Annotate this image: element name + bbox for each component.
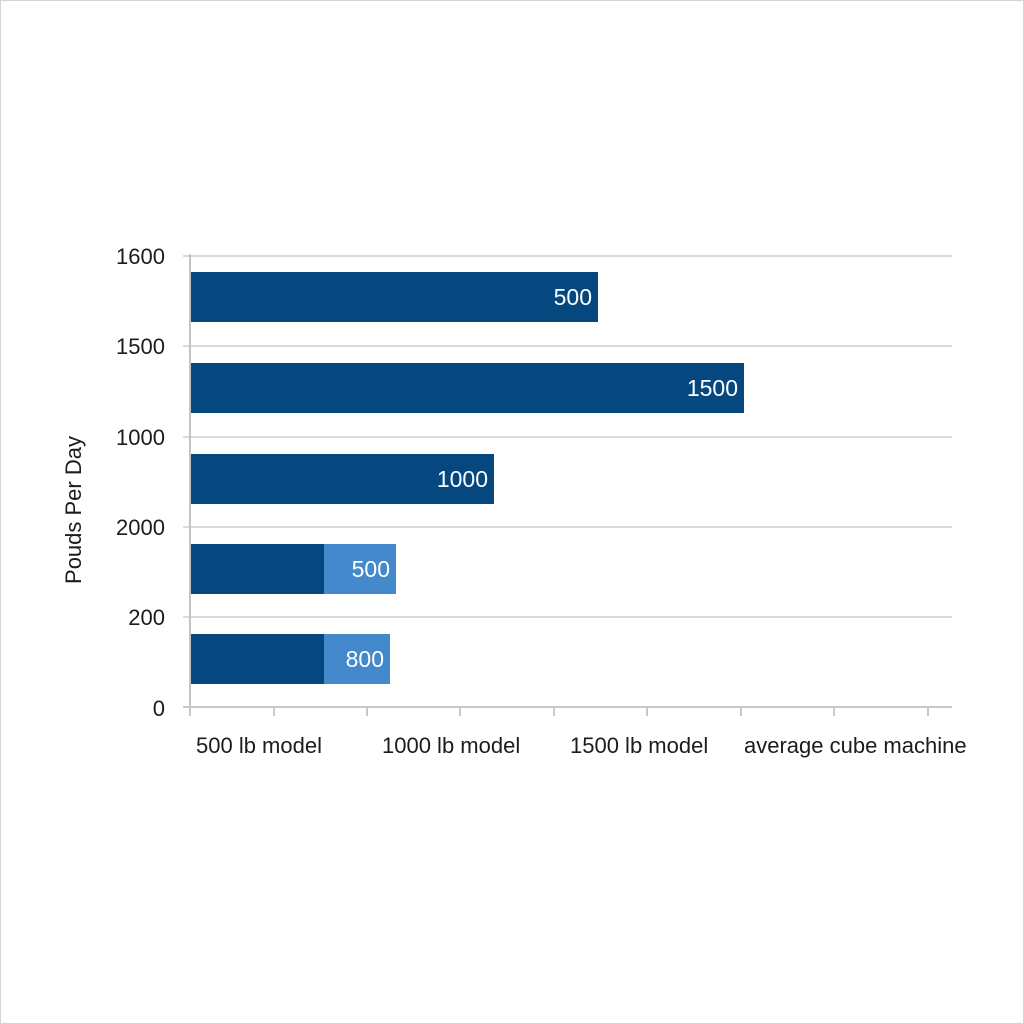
bar-segment-primary: 1000 xyxy=(191,454,494,504)
x-category-label: 500 lb model xyxy=(196,733,322,758)
x-tick xyxy=(189,707,191,716)
bar-1500: 1500 xyxy=(191,363,744,413)
x-tick xyxy=(553,707,555,716)
bar-value-label: 500 xyxy=(553,284,592,310)
y-tick-label: 1000 xyxy=(116,425,165,450)
bar-value-label: 1500 xyxy=(686,375,738,401)
bar-segment-secondary: 800 xyxy=(324,634,390,684)
y-axis-line xyxy=(189,254,191,716)
bar-value-label: 1000 xyxy=(436,466,488,492)
x-tick xyxy=(273,707,275,716)
gridline xyxy=(183,436,952,438)
bar-segment-primary xyxy=(191,544,324,594)
bar-1000: 1000 xyxy=(191,454,494,504)
y-tick-label: 0 xyxy=(152,696,165,721)
x-category-label: 1000 lb model xyxy=(382,733,521,758)
x-tick xyxy=(740,707,742,716)
x-category-label: 1500 lb model xyxy=(570,733,709,758)
bar-segment-secondary: 500 xyxy=(324,544,396,594)
gridline xyxy=(183,616,952,618)
y-tick-label: 1500 xyxy=(116,334,165,359)
y-tick-label: 200 xyxy=(128,605,165,630)
bar-stacked-500: 500 xyxy=(191,544,396,594)
x-tick xyxy=(646,707,648,716)
x-tick xyxy=(927,707,929,716)
x-tick xyxy=(459,707,461,716)
bar-segment-primary xyxy=(191,634,324,684)
bar-value-label: 800 xyxy=(345,646,384,672)
gridline xyxy=(183,526,952,528)
x-tick xyxy=(833,707,835,716)
gridline xyxy=(183,345,952,347)
y-tick-label: 1600 xyxy=(116,244,165,269)
bar-stacked-800: 800 xyxy=(191,634,390,684)
x-tick xyxy=(366,707,368,716)
y-axis-title: Pouds Per Day xyxy=(61,436,86,584)
x-axis-line xyxy=(183,706,952,708)
bar-value-label: 500 xyxy=(351,556,390,582)
bar-segment-primary: 1500 xyxy=(191,363,744,413)
gridline xyxy=(183,255,952,257)
x-category-label: average cube machine xyxy=(744,733,967,758)
bar-segment-primary: 500 xyxy=(191,272,598,322)
y-tick-label: 2000 xyxy=(116,515,165,540)
bar-500: 500 xyxy=(191,272,598,322)
